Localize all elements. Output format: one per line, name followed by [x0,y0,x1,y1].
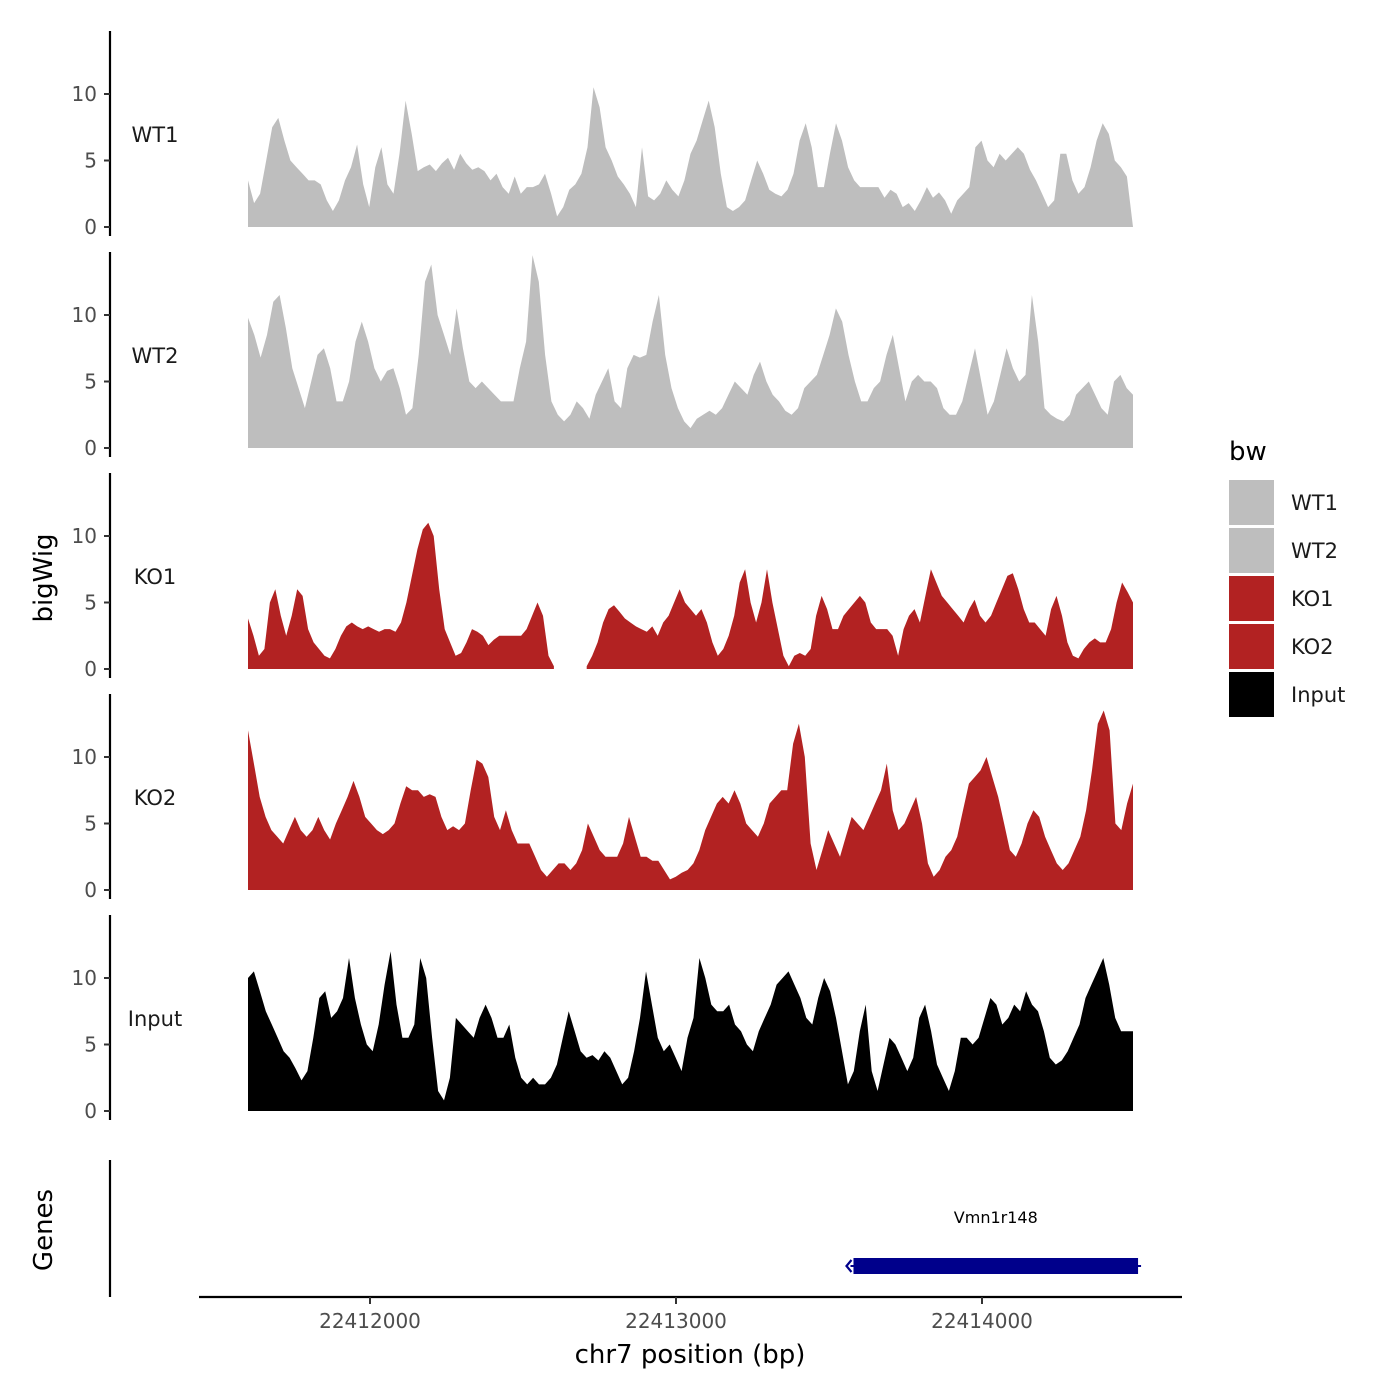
y-tick-label-input-5: 5 [84,1033,97,1057]
y-tick-label-wt2-5: 5 [84,370,97,394]
x-tick-label-22412000: 22412000 [319,1309,421,1333]
y-tick-label-input-10: 10 [72,966,97,990]
x-axis: 22412000 22413000 22414000 [199,1295,1182,1333]
y-tick-label-wt1-10: 10 [72,82,97,106]
track-ko2: 0 5 10 KO2 [72,694,1133,902]
genes-axis-title: Genes [29,1189,59,1271]
legend-title: bw [1229,437,1267,467]
y-tick-label-ko2-10: 10 [72,745,97,769]
gene-track: Vmn1r148 [108,1160,1142,1297]
track-wt2: 0 5 10 WT2 [72,252,1133,460]
y-tick-label-input-0: 0 [84,1099,97,1123]
area-wt1-0 [248,87,1133,227]
legend-label-wt1: WT1 [1291,491,1338,515]
gene-label-0: Vmn1r148 [954,1208,1038,1227]
legend-key-ko2 [1229,624,1274,669]
area-ko1-1 [586,569,1133,669]
y-tick-label-wt1-0: 0 [84,215,97,239]
y-axis-title: bigWig [29,533,59,622]
legend-label-wt2: WT2 [1291,539,1338,563]
track-label-input: Input [128,1007,182,1031]
y-tick-label-ko1-10: 10 [72,524,97,548]
y-tick-label-ko1-5: 5 [84,591,97,615]
y-tick-label-wt2-0: 0 [84,436,97,460]
track-label-ko1: KO1 [134,565,177,589]
track-label-ko2: KO2 [134,786,177,810]
track-label-wt2: WT2 [132,344,179,368]
y-tick-label-wt1-5: 5 [84,149,97,173]
x-axis-title: chr7 position (bp) [575,1340,806,1370]
legend-label-input: Input [1291,683,1345,707]
legend-key-input [1229,672,1274,717]
x-tick-label-22414000: 22414000 [931,1309,1033,1333]
legend-key-wt1 [1229,480,1274,525]
track-wt1: 0 5 10 WT1 [72,31,1133,239]
legend-label-ko2: KO2 [1291,635,1334,659]
legend-label-ko1: KO1 [1291,587,1334,611]
y-tick-label-ko2-0: 0 [84,878,97,902]
tracks-group: 0 5 10 WT1 0 5 10 WT2 0 5 10 KO1 0 5 10 KO2 0 5 10 Input [72,31,1133,1123]
legend: bw WT1 WT2 KO1 KO2 Input [1229,437,1345,717]
x-tick-label-22413000: 22413000 [625,1309,727,1333]
y-tick-label-wt2-10: 10 [72,303,97,327]
y-tick-label-ko1-0: 0 [84,657,97,681]
legend-key-ko1 [1229,576,1274,621]
area-ko1-0 [248,522,554,669]
gene-body-0 [853,1258,1139,1274]
area-ko2-0 [248,710,1133,890]
track-input: 0 5 10 Input [72,915,1133,1123]
track-ko1: 0 5 10 KO1 [72,473,1133,681]
legend-key-wt2 [1229,528,1274,573]
gene-strand-arrow-0 [845,1259,853,1273]
track-label-wt1: WT1 [132,123,179,147]
area-wt2-0 [248,255,1133,448]
area-input-0 [248,951,1133,1111]
y-tick-label-ko2-5: 5 [84,812,97,836]
